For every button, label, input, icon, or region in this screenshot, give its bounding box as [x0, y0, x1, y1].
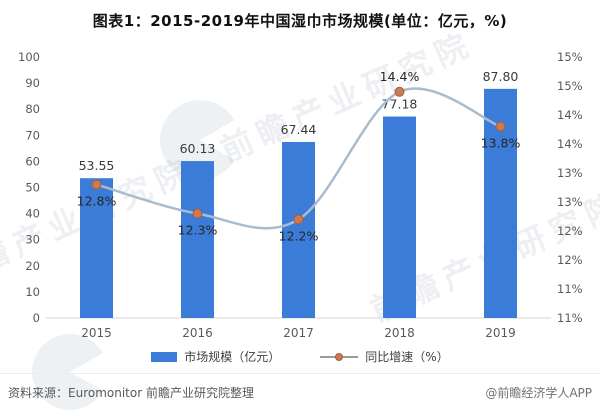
left-axis-tick: 100 [18, 50, 40, 64]
left-axis-tick: 30 [25, 233, 40, 247]
right-axis-tick: 15% [557, 79, 583, 93]
line-marker-2016 [192, 208, 203, 219]
chart-title: 图表1：2015-2019年中国湿巾市场规模(单位：亿元，%) [92, 12, 508, 30]
right-axis-tick: 14% [557, 137, 583, 151]
bar-value-label-2019: 87.80 [483, 69, 519, 84]
category-label-2019: 2019 [485, 326, 516, 340]
legend: 市场规模（亿元） 同比增速（%） [0, 348, 600, 365]
source-text: 资料来源：Euromonitor 前瞻产业研究院整理 [8, 386, 254, 400]
bar-value-label-2018: 77.18 [382, 97, 418, 112]
bar-value-label-2015: 53.55 [79, 158, 115, 173]
category-label-2016: 2016 [182, 326, 213, 340]
line-marker-2015 [91, 179, 102, 190]
credit-text: @前瞻经济学人APP [485, 386, 592, 400]
bar-series-swatch-icon [151, 351, 178, 362]
legend-item-market-size: 市场规模（亿元） [151, 348, 280, 365]
legend-item-growth-rate: 同比增速（%） [320, 348, 449, 365]
right-axis-tick: 11% [557, 311, 583, 325]
line-value-label-2018: 14.4% [380, 69, 420, 84]
right-axis-tick: 12% [557, 253, 583, 267]
line-marker-2018 [394, 86, 405, 97]
left-axis-tick: 10 [25, 285, 40, 299]
left-axis-tick: 60 [25, 154, 40, 168]
bar-2018 [383, 116, 416, 318]
left-axis-tick: 70 [25, 128, 40, 142]
category-label-2018: 2018 [384, 326, 415, 340]
left-axis-tick: 80 [25, 102, 40, 116]
left-axis-tick: 0 [33, 311, 40, 325]
bar-value-label-2016: 60.13 [180, 141, 216, 156]
left-axis-tick: 90 [25, 76, 40, 90]
right-axis-tick: 12% [557, 224, 583, 238]
left-axis-tick: 20 [25, 259, 40, 273]
right-axis-tick: 13% [557, 166, 583, 180]
legend-label-market-size: 市场规模（亿元） [184, 350, 281, 364]
line-value-label-2017: 12.2% [279, 228, 319, 243]
chart-canvas: 0 10 20 30 40 50 60 70 80 90 100 11% 11% 12% 12% 13% 13%… [18, 50, 583, 340]
line-series-swatch-icon [320, 352, 359, 361]
line-value-label-2015: 12.8% [77, 194, 117, 209]
right-axis-tick: 15% [557, 50, 583, 64]
left-axis-tick: 40 [25, 207, 40, 221]
right-axis-tick: 14% [557, 108, 583, 122]
line-value-label-2016: 12.3% [178, 223, 218, 238]
bar-2017 [282, 141, 315, 318]
category-label-2017: 2017 [283, 326, 314, 340]
right-axis-tick: 13% [557, 195, 583, 209]
bar-value-label-2017: 67.44 [281, 122, 317, 137]
line-marker-2017 [293, 214, 304, 225]
right-axis-tick: 11% [557, 282, 583, 296]
line-marker-dot-icon [335, 352, 344, 361]
line-marker-2019 [495, 121, 506, 132]
line-value-label-2019: 13.8% [481, 136, 521, 151]
left-axis-tick: 50 [25, 181, 40, 195]
category-label-2015: 2015 [81, 326, 112, 340]
legend-label-growth-rate: 同比增速（%） [365, 350, 449, 364]
bar-2015 [80, 178, 113, 318]
footer: 资料来源：Euromonitor 前瞻产业研究院整理 @前瞻经济学人APP [0, 373, 600, 401]
growth-line [95, 87, 502, 230]
bar-2016 [181, 161, 214, 318]
